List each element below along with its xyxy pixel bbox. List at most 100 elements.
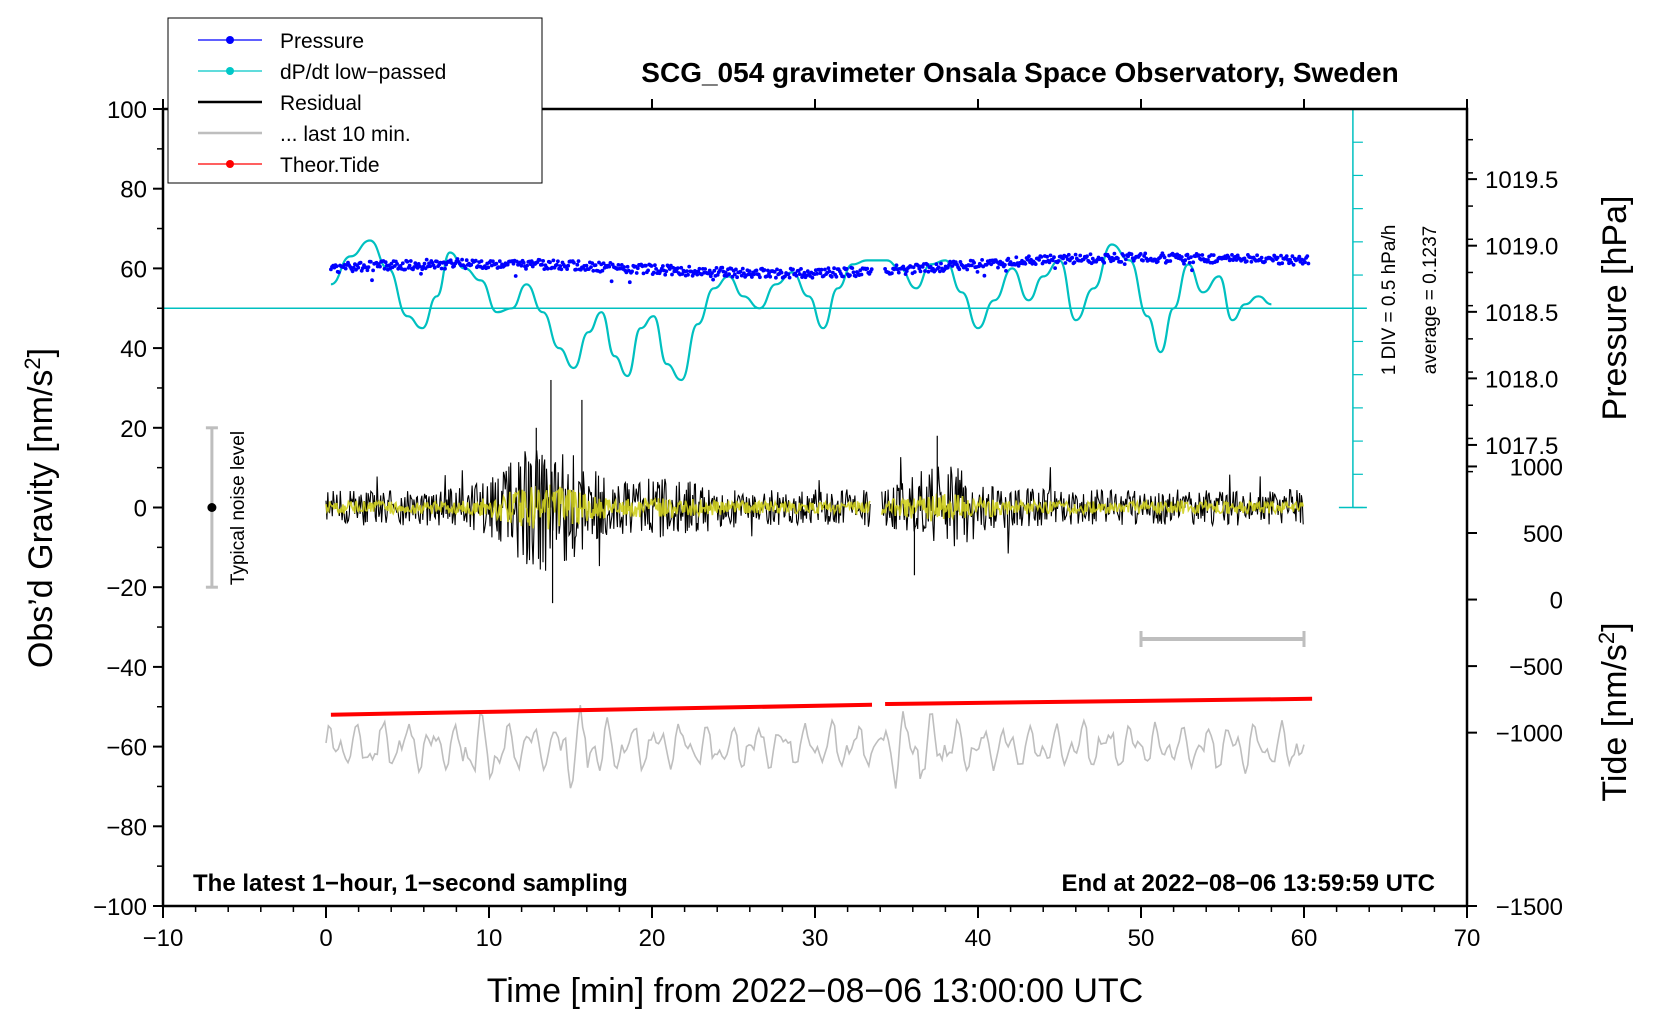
pressure-point [1039,255,1044,259]
y-tick-label: 0 [134,496,147,523]
pressure-point [851,270,856,275]
pressure-point [405,259,410,264]
pressure-point [762,268,767,272]
pressure-point [649,264,654,268]
pressure-point [366,265,371,269]
pressure-point [865,266,870,271]
pressure-point [435,259,439,264]
pressure-point [912,270,917,274]
pressure-point [540,262,544,267]
pressure-point [1190,268,1194,273]
pressure-point [1122,262,1127,266]
tide-tick-label: −1500 [1496,894,1563,921]
pressure-point [747,269,752,273]
pressure-point [850,266,855,270]
x-axis-label: Time [min] from 2022−08−06 13:00:00 UTC [487,972,1143,1010]
pressure-point [707,268,712,273]
pressure-point [1182,261,1186,266]
pressure-point [418,264,422,269]
pressure-point [378,264,382,269]
pressure-point [869,267,874,272]
pressure-point [667,267,672,271]
pressure-point [1102,260,1107,265]
y-tick-label: −20 [106,575,147,602]
pressure-point [859,272,864,277]
tide-line-2 [885,696,1313,706]
pressure-point [389,261,394,266]
pressure-point [926,269,931,274]
pressure-point [479,259,484,263]
pressure-point [370,278,374,283]
legend-swatch-dot [226,160,234,168]
pressure-point [541,259,545,263]
pressure-point [805,269,810,274]
pressure-point [1033,262,1038,266]
pressure-tick-label: 1017.5 [1485,433,1558,460]
pressure-point [758,275,762,280]
pressure-point [797,272,802,276]
pressure-point [730,274,735,279]
pressure-point [996,265,1000,270]
pressure-point [334,264,339,269]
pressure-point [799,267,803,271]
pressure-point [1191,260,1196,265]
pressure-tick-label: 1019.5 [1485,167,1558,194]
pressure-point [1088,252,1093,257]
pressure-point [558,264,563,268]
pressure-point [505,262,510,267]
pressure-point [819,267,824,272]
pressure-point [337,270,341,275]
pressure-point [1263,259,1267,264]
pressure-point [1230,253,1234,257]
pressure-point [574,267,579,272]
pressure-point [428,264,433,269]
pressure-point [419,271,423,276]
pressure-point [537,258,542,262]
pressure-point [643,263,648,268]
pressure-point [1025,257,1030,262]
pressure-point [844,267,849,271]
pressure-point [708,274,713,279]
x-tick-label: 30 [802,925,829,952]
pressure-point [601,261,606,266]
residual-line-2 [881,457,1304,554]
pressure-point [530,264,535,269]
pressure-point [408,259,413,263]
pressure-point [920,265,925,269]
pressure-point [1048,253,1053,258]
pressure-point [675,266,680,270]
pressure-point [815,271,819,276]
pressure-point [685,269,689,273]
pressure-point [695,272,700,277]
pressure-point [706,271,711,276]
pressure-point [896,270,901,275]
pressure-point [890,271,894,276]
pressure-point [918,269,923,274]
legend-label: dP/dt low−passed [280,61,446,84]
pressure-point [734,267,738,272]
pressure-point [687,264,692,269]
pressure-point [712,268,717,273]
x-tick-label: 60 [1291,925,1318,952]
pressure-point [460,257,464,262]
pressure-point [903,272,908,276]
y-tick-label: 20 [120,416,147,443]
pressure-point [766,268,770,273]
pressure-point [1129,252,1134,257]
pressure-point [1162,255,1167,260]
pressure-point [1121,253,1126,258]
pressure-point [1027,254,1031,259]
pressure-point [925,262,930,267]
residual-line-2-highfreq [881,493,1304,522]
x-tick-label: 40 [965,925,992,952]
y-axis-label-tide-main: Tide [nm/s [1596,644,1634,801]
x-tick-label: 0 [319,925,332,952]
pressure-point [548,260,552,265]
pressure-point [1275,255,1280,260]
pressure-scale-label: 1 DIV = 0.5 hPa/h [1379,225,1400,376]
last10-line [325,705,1305,789]
pressure-point [625,264,630,269]
pressure-point [1072,260,1077,265]
pressure-point [754,268,759,273]
